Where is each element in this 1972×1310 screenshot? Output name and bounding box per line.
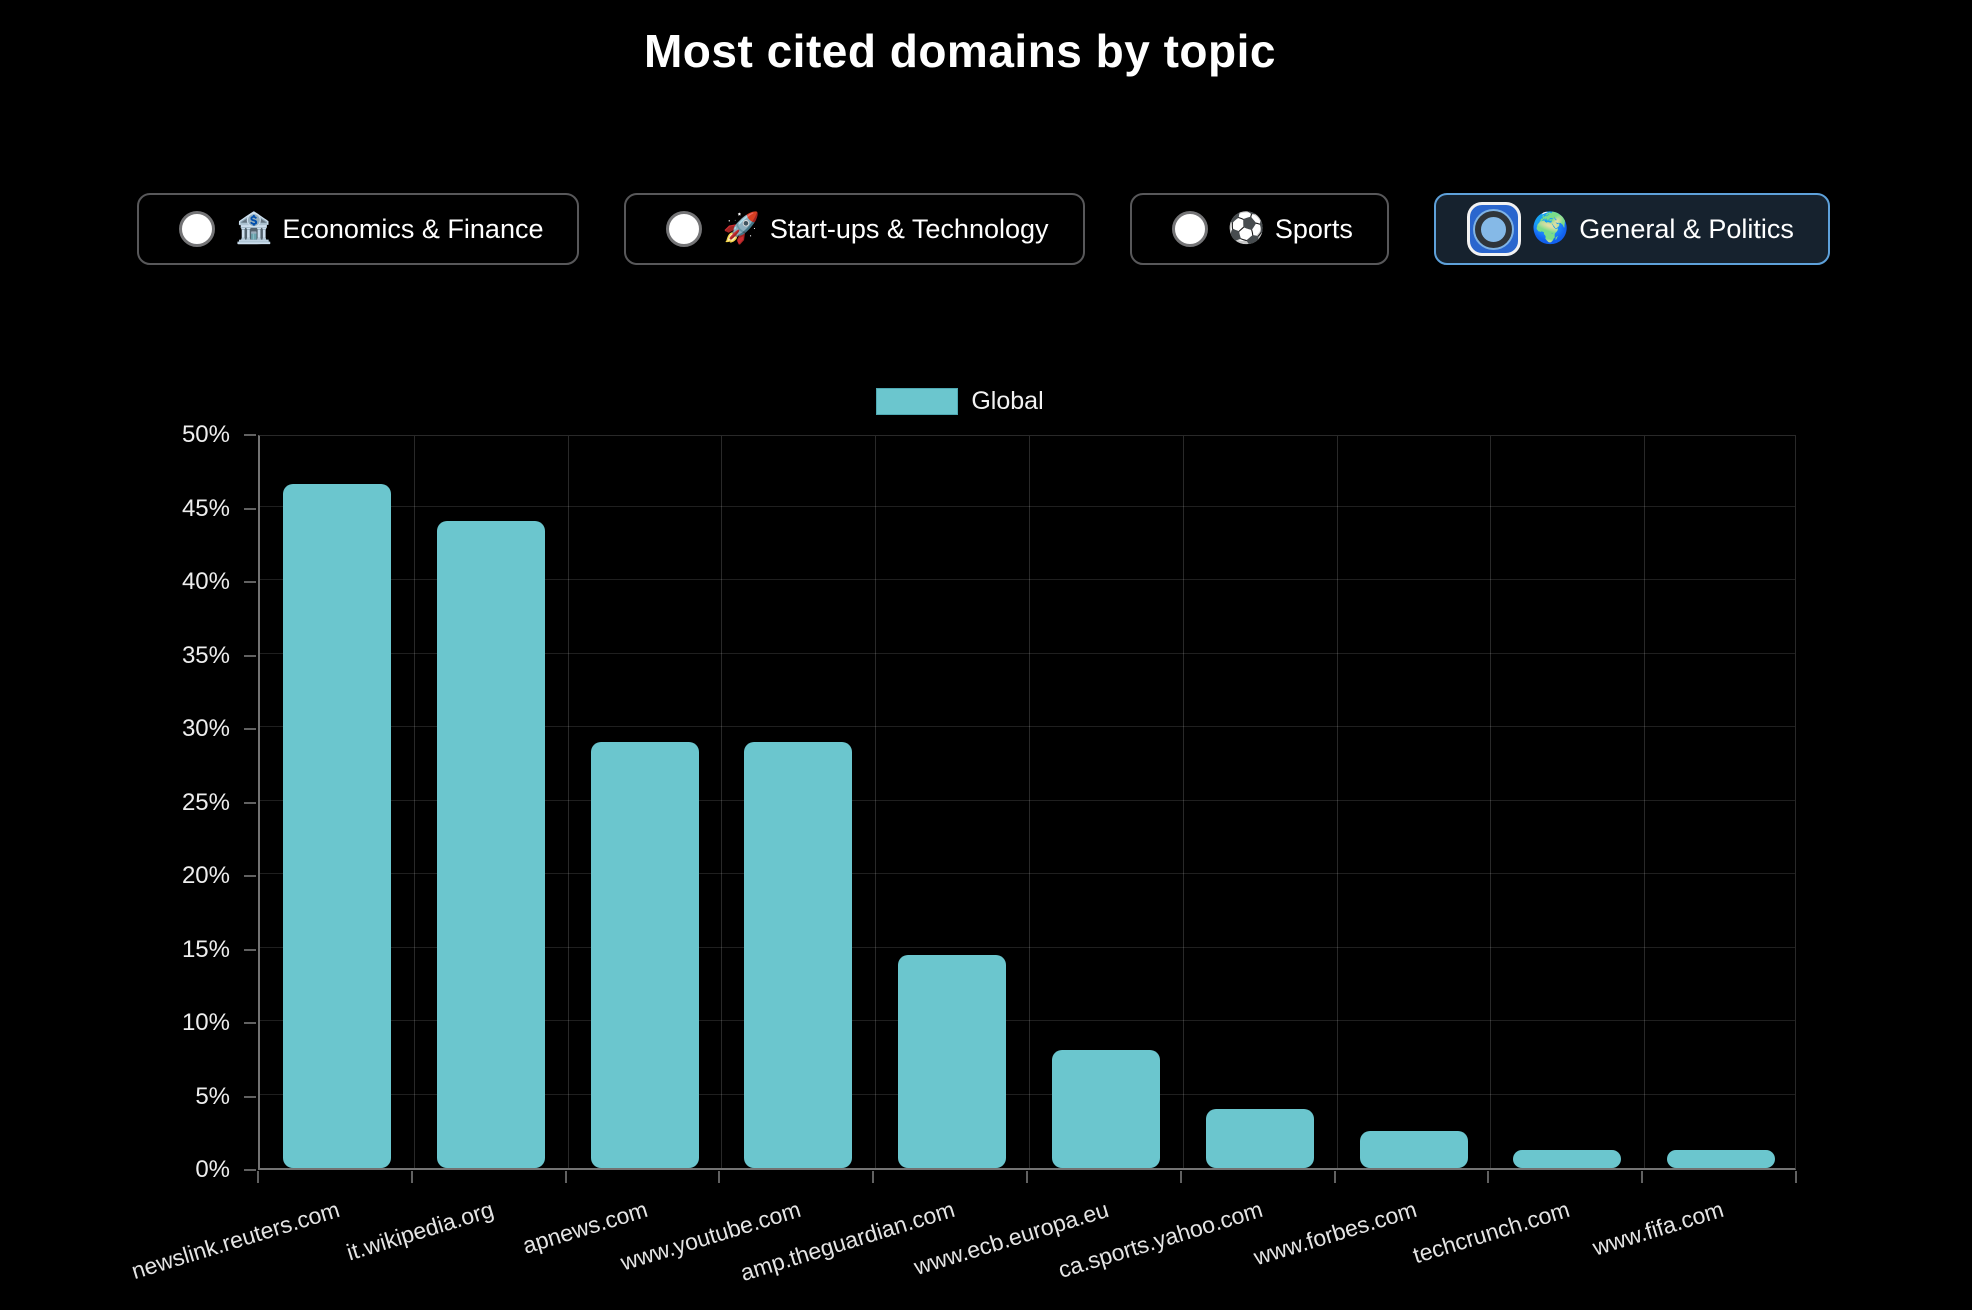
x-axis-label-www.forbes.com: www.forbes.com [1250, 1196, 1420, 1271]
radio-sports[interactable] [1163, 202, 1217, 256]
x-axis-tick [1795, 1171, 1797, 1183]
y-axis-tick [244, 728, 256, 730]
bar-amp.theguardian.com [898, 954, 1007, 1168]
x-axis-tick [718, 1171, 721, 1183]
x-axis-tick [872, 1171, 875, 1183]
filter-general-politics[interactable]: 🌍 General & Politics [1433, 193, 1830, 265]
x-axis-label-it.wikipedia.org: it.wikipedia.org [343, 1196, 497, 1266]
gridline-vertical [567, 436, 569, 1168]
radio-unselected[interactable] [1171, 211, 1208, 247]
gridline-vertical [1336, 436, 1338, 1168]
gridline-horizontal [260, 873, 1795, 874]
x-axis-tick [410, 1171, 413, 1183]
y-axis-tick [244, 654, 256, 657]
radio-general-politics[interactable] [1466, 202, 1521, 256]
gridline-vertical [1644, 436, 1646, 1168]
filter-label: Start-ups & Technology [769, 213, 1049, 244]
gridline-horizontal [260, 652, 1795, 654]
bar-www.forbes.com [1359, 1131, 1468, 1168]
bar-www.ecb.europa.eu [1051, 1050, 1160, 1168]
legend-swatch-global[interactable] [876, 388, 959, 415]
bar-www.fifa.com [1667, 1150, 1776, 1168]
y-axis-tick-label: 25% [181, 788, 230, 816]
gridline-horizontal [260, 579, 1795, 580]
y-axis-tick [244, 948, 256, 951]
gridline-horizontal [260, 1093, 1795, 1095]
filter-label: Economics & Finance [282, 213, 544, 244]
legend-label-global: Global [971, 387, 1044, 415]
gridline-horizontal [260, 726, 1795, 727]
y-axis-tick-label: 35% [181, 641, 230, 669]
x-axis-tick [1487, 1171, 1490, 1183]
y-axis-tick-label: 50% [181, 421, 230, 448]
rocket-icon: 🚀 [722, 212, 760, 245]
filter-label: Sports [1274, 213, 1353, 244]
filter-button-group: 🏦 Economics & Finance 🚀 Start-ups & Tech… [137, 193, 1830, 265]
gridline-vertical [875, 436, 877, 1168]
y-axis-tick-label: 0% [195, 1156, 230, 1183]
x-axis-tick [1026, 1171, 1028, 1183]
gridline-vertical [1182, 436, 1184, 1168]
x-axis-tick [1641, 1171, 1644, 1183]
bar-newslink.reuters.com [282, 484, 391, 1168]
bar-techcrunch.com [1513, 1150, 1622, 1168]
globe-icon: 🌍 [1531, 212, 1570, 245]
y-axis-tick [244, 581, 256, 583]
page-title: Most cited domains by topic [643, 25, 1276, 77]
chart-legend[interactable]: Global [137, 387, 1783, 416]
y-axis-tick-label: 10% [181, 1009, 230, 1036]
y-axis-tick [244, 1022, 256, 1024]
x-axis-tick [1179, 1171, 1182, 1183]
y-axis-tick-label: 15% [181, 935, 230, 963]
y-axis-tick [244, 1095, 256, 1098]
gridline-vertical [1490, 436, 1492, 1168]
y-axis-tick [244, 1169, 256, 1171]
gridline-vertical [413, 436, 415, 1168]
x-axis-tick [1333, 1171, 1336, 1183]
bar-ca.sports.yahoo.com [1205, 1109, 1314, 1168]
bar-www.youtube.com [744, 741, 853, 1168]
gridline-vertical [721, 436, 723, 1168]
filter-economics-finance[interactable]: 🏦 Economics & Finance [137, 193, 580, 265]
bank-icon: 🏦 [235, 212, 273, 245]
gridline-vertical [1029, 436, 1030, 1168]
radio-economics-finance[interactable] [170, 202, 224, 256]
gridline-horizontal [260, 946, 1795, 948]
filter-label: General & Politics [1579, 213, 1794, 244]
y-axis-tick-label: 45% [181, 494, 230, 522]
radio-unselected[interactable] [666, 211, 703, 247]
bar-chart-plot-area [258, 435, 1796, 1170]
gridline-horizontal [260, 505, 1795, 507]
bar-apnews.com [590, 741, 699, 1168]
radio-startups-technology[interactable] [657, 202, 711, 256]
bar-it.wikipedia.org [436, 521, 545, 1168]
y-axis-tick [244, 507, 256, 510]
soccer-ball-icon: ⚽ [1227, 212, 1265, 245]
x-axis-tick [257, 1171, 259, 1183]
y-axis-tick [244, 434, 256, 436]
filter-startups-technology[interactable]: 🚀 Start-ups & Technology [624, 193, 1085, 265]
x-axis-tick [564, 1171, 567, 1183]
gridline-horizontal [260, 799, 1795, 801]
radio-selected[interactable] [1466, 202, 1521, 256]
gridline-horizontal [260, 1020, 1795, 1021]
y-axis-tick-label: 5% [195, 1082, 230, 1110]
y-axis-tick [244, 801, 256, 804]
y-axis-tick-label: 30% [181, 715, 230, 742]
y-axis-tick-label: 20% [181, 862, 230, 889]
x-axis-label-www.fifa.com: www.fifa.com [1589, 1196, 1727, 1261]
x-axis-label-newslink.reuters.com: newslink.reuters.com [128, 1196, 343, 1285]
x-axis-label-techcrunch.com: techcrunch.com [1410, 1196, 1573, 1269]
y-axis-tick-label: 40% [181, 568, 230, 595]
filter-sports[interactable]: ⚽ Sports [1129, 193, 1389, 265]
radio-unselected[interactable] [179, 211, 215, 247]
y-axis-tick [244, 875, 256, 877]
